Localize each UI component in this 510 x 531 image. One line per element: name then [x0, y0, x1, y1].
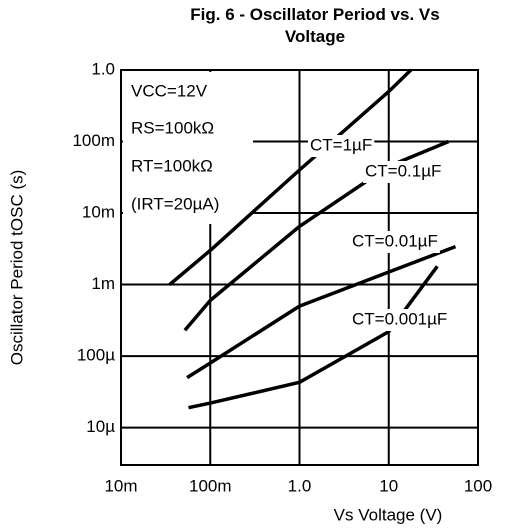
y-tick-label: 10m [82, 203, 115, 222]
series-label: CT=0.1µF [365, 161, 441, 180]
x-tick-label: 100 [464, 476, 492, 495]
series-label: CT=0.001µF [352, 309, 447, 328]
y-axis-label: Oscillator Period tOSC (s) [7, 170, 26, 366]
x-axis-label: Vs Voltage (V) [334, 505, 443, 524]
annotation: RT=100kΩ [131, 156, 213, 175]
annotation: VCC=12V [131, 81, 208, 100]
label-bg [308, 135, 375, 157]
x-tick-label: 1.0 [288, 476, 312, 495]
annotation: RS=100kΩ [131, 118, 214, 137]
annotation: (IRT=20µA) [131, 194, 219, 213]
y-tick-label: 100µ [77, 346, 115, 365]
plot-frame [120, 69, 479, 466]
series-line [183, 139, 450, 332]
series-line [168, 68, 413, 286]
series-line [186, 244, 457, 380]
y-tick-label: 1m [91, 274, 115, 293]
label-bg [350, 309, 450, 331]
label-bg [363, 161, 444, 183]
series-label: CT=1µF [310, 135, 372, 154]
series-label: CT=0.01µF [352, 231, 438, 250]
y-tick-label: 10µ [86, 417, 115, 436]
annotation-bg [123, 72, 253, 224]
chart-title: Fig. 6 - Oscillator Period vs. Vs Voltag… [190, 5, 440, 46]
x-tick-label: 10 [379, 476, 398, 495]
y-tick-label: 100m [72, 131, 115, 150]
x-tick-label: 100m [189, 476, 232, 495]
x-tick-label: 10m [104, 476, 137, 495]
y-tick-label: 1.0 [91, 59, 115, 78]
label-bg [350, 231, 440, 253]
